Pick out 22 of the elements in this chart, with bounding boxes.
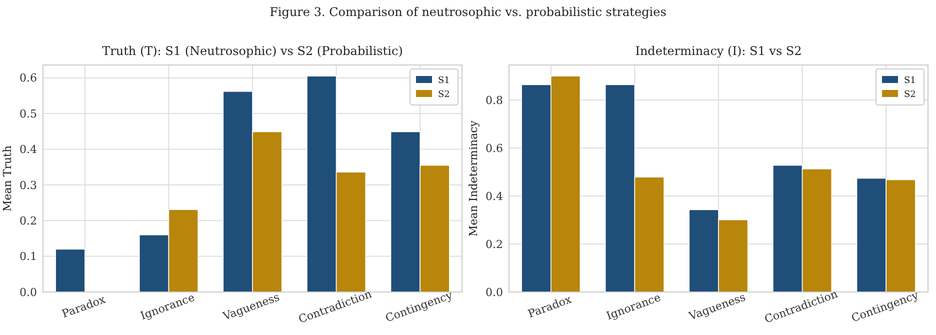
y-tick-label: 0.8: [486, 94, 503, 107]
y-tick-label: 0.6: [20, 72, 37, 85]
y-tick-label: 0.5: [20, 107, 37, 120]
bar: [55, 248, 86, 292]
y-tick-label: 0.4: [486, 190, 503, 203]
caption: Figure 3. Comparison of neutrosophic vs. probabilistic strategies: [270, 5, 666, 19]
y-tick-label: 0.4: [20, 143, 37, 156]
y-axis-title: Mean Truth: [1, 145, 14, 212]
chart-title: Indeterminacy (I): S1 vs S2: [635, 44, 802, 58]
legend-label: S2: [438, 90, 450, 100]
legend-label: S1: [904, 76, 916, 86]
legend-label: S2: [904, 90, 916, 100]
y-tick-label: 0.1: [20, 250, 37, 264]
legend-label: S1: [438, 76, 450, 86]
y-tick-label: 0.6: [486, 142, 503, 155]
y-tick-label: 0.3: [20, 178, 37, 192]
y-tick-label: 0.2: [486, 238, 503, 251]
y-tick-label: 0.0: [20, 286, 37, 299]
y-tick-label: 0.2: [20, 214, 37, 228]
chart-title: Truth (T): S1 (Neutrosophic) vs S2 (Probabilistic): [102, 44, 403, 58]
y-tick-label: 0.0: [486, 286, 503, 299]
y-axis-title: Mean Indeterminacy: [467, 120, 480, 237]
